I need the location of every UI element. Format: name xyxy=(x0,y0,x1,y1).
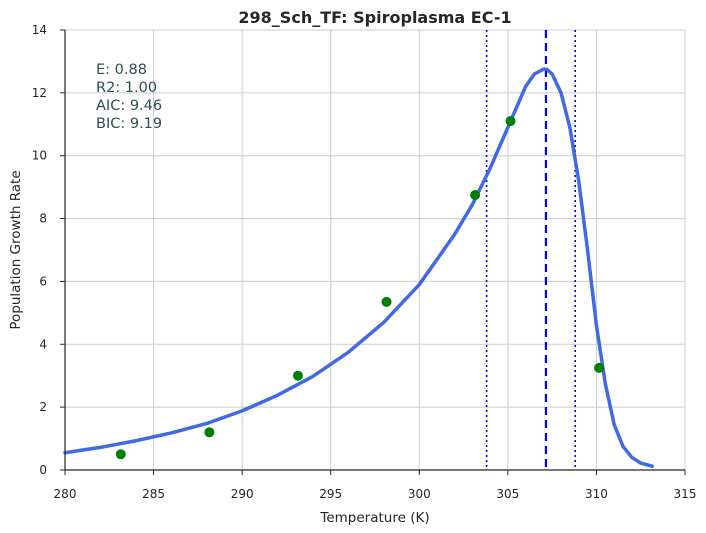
y-tick-label: 4 xyxy=(39,337,47,351)
y-tick-label: 6 xyxy=(39,274,47,288)
reference-lines xyxy=(485,30,576,470)
fitted-curve-line xyxy=(63,67,654,468)
plot-area xyxy=(65,30,685,470)
tick-labels: 280 285 290 295 300 305 310 315 0 2 4 6 8 10 12 14 xyxy=(32,23,697,501)
observed-point xyxy=(505,116,516,127)
axes xyxy=(60,29,686,475)
observed-point xyxy=(115,449,126,460)
x-tick-label: 285 xyxy=(142,487,165,501)
fit-statistic-line: E: 0.88 xyxy=(96,62,147,78)
x-axis-label: Temperature (K) xyxy=(319,510,429,526)
y-tick-label: 0 xyxy=(39,463,47,477)
y-axis-label: Population Growth Rate xyxy=(8,170,24,329)
x-tick-label: 315 xyxy=(674,487,697,501)
x-tick-label: 295 xyxy=(319,487,342,501)
y-tick-label: 8 xyxy=(39,212,47,226)
chart-title: 298_Sch_TF: Spiroplasma EC-1 xyxy=(238,8,511,27)
observed-point xyxy=(292,370,303,381)
fit-statistic-line: BIC: 9.19 xyxy=(96,116,162,132)
x-tick-label: 310 xyxy=(585,487,608,501)
x-tick-label: 305 xyxy=(496,487,519,501)
y-tick-label: 14 xyxy=(32,23,47,37)
x-tick-label: 300 xyxy=(408,487,431,501)
observed-point xyxy=(204,427,215,438)
observed-point xyxy=(470,190,481,200)
observed-point xyxy=(594,362,605,373)
y-tick-label: 10 xyxy=(32,149,47,163)
y-tick-label: 2 xyxy=(39,400,47,414)
fit-statistic-line: AIC: 9.46 xyxy=(96,98,162,114)
x-tick-label: 280 xyxy=(54,487,77,501)
y-tick-label: 12 xyxy=(32,86,47,100)
observed-points xyxy=(115,116,605,460)
x-tick-label: 290 xyxy=(231,487,254,501)
fit-statistic-line: R2: 1.00 xyxy=(96,80,157,96)
observed-point xyxy=(381,296,392,307)
fit-statistics: E: 0.88 R2: 1.00 AIC: 9.46 BIC: 9.19 xyxy=(96,62,162,132)
